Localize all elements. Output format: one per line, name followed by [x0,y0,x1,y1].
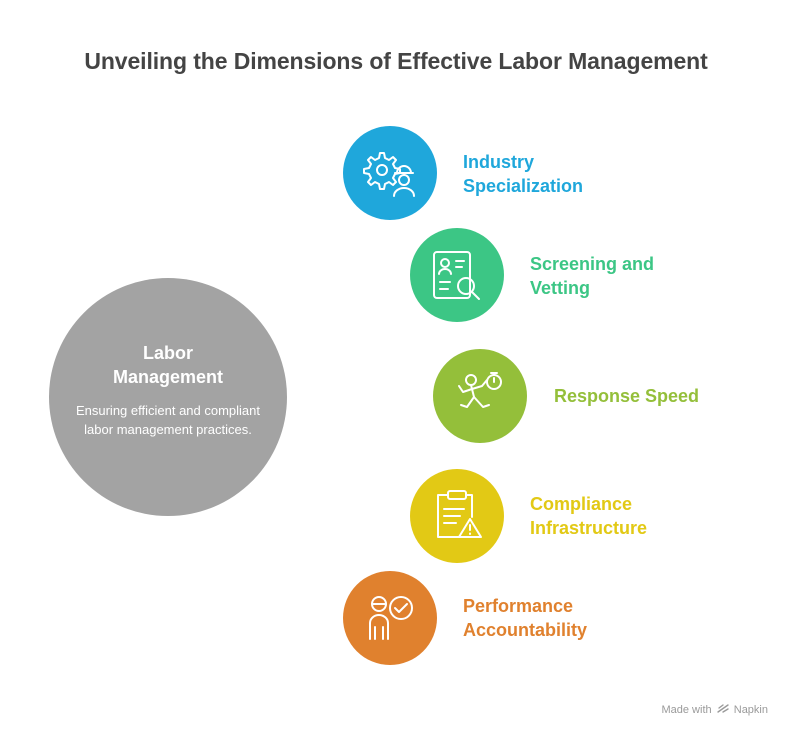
label-compliance-infrastructure: Compliance Infrastructure [530,494,648,538]
napkin-logo-icon [716,703,729,717]
node-industry-specialization [343,126,437,220]
node-screening-and-vetting [410,228,504,322]
hub-circle: Labor Management Ensuring efficient and … [49,278,287,516]
running-stopwatch-icon [458,372,502,408]
label-screening-and-vetting: Screening and Vetting [530,254,655,298]
label-response-speed: Response Speed [554,386,700,406]
node-performance-accountability [343,571,437,665]
node-compliance-infrastructure [410,469,504,563]
page-title: Unveiling the Dimensions of Effective La… [84,48,708,74]
hub-title: Labor Management [112,343,224,387]
credit-prefix: Made with [661,703,712,716]
napkin-credit: Made with Napkin [661,703,768,717]
credit-brand: Napkin [733,703,768,716]
person-check-icon [369,596,413,640]
hub-description: Ensuring efficient and compliant labor m… [75,403,261,437]
gear-worker-icon [363,152,415,197]
node-response-speed [433,349,527,443]
document-search-icon [433,251,480,300]
label-performance-accountability: Performance Accountability [463,596,588,640]
label-industry-specialization: Industry Specialization [463,152,584,196]
clipboard-warning-icon [437,490,482,538]
